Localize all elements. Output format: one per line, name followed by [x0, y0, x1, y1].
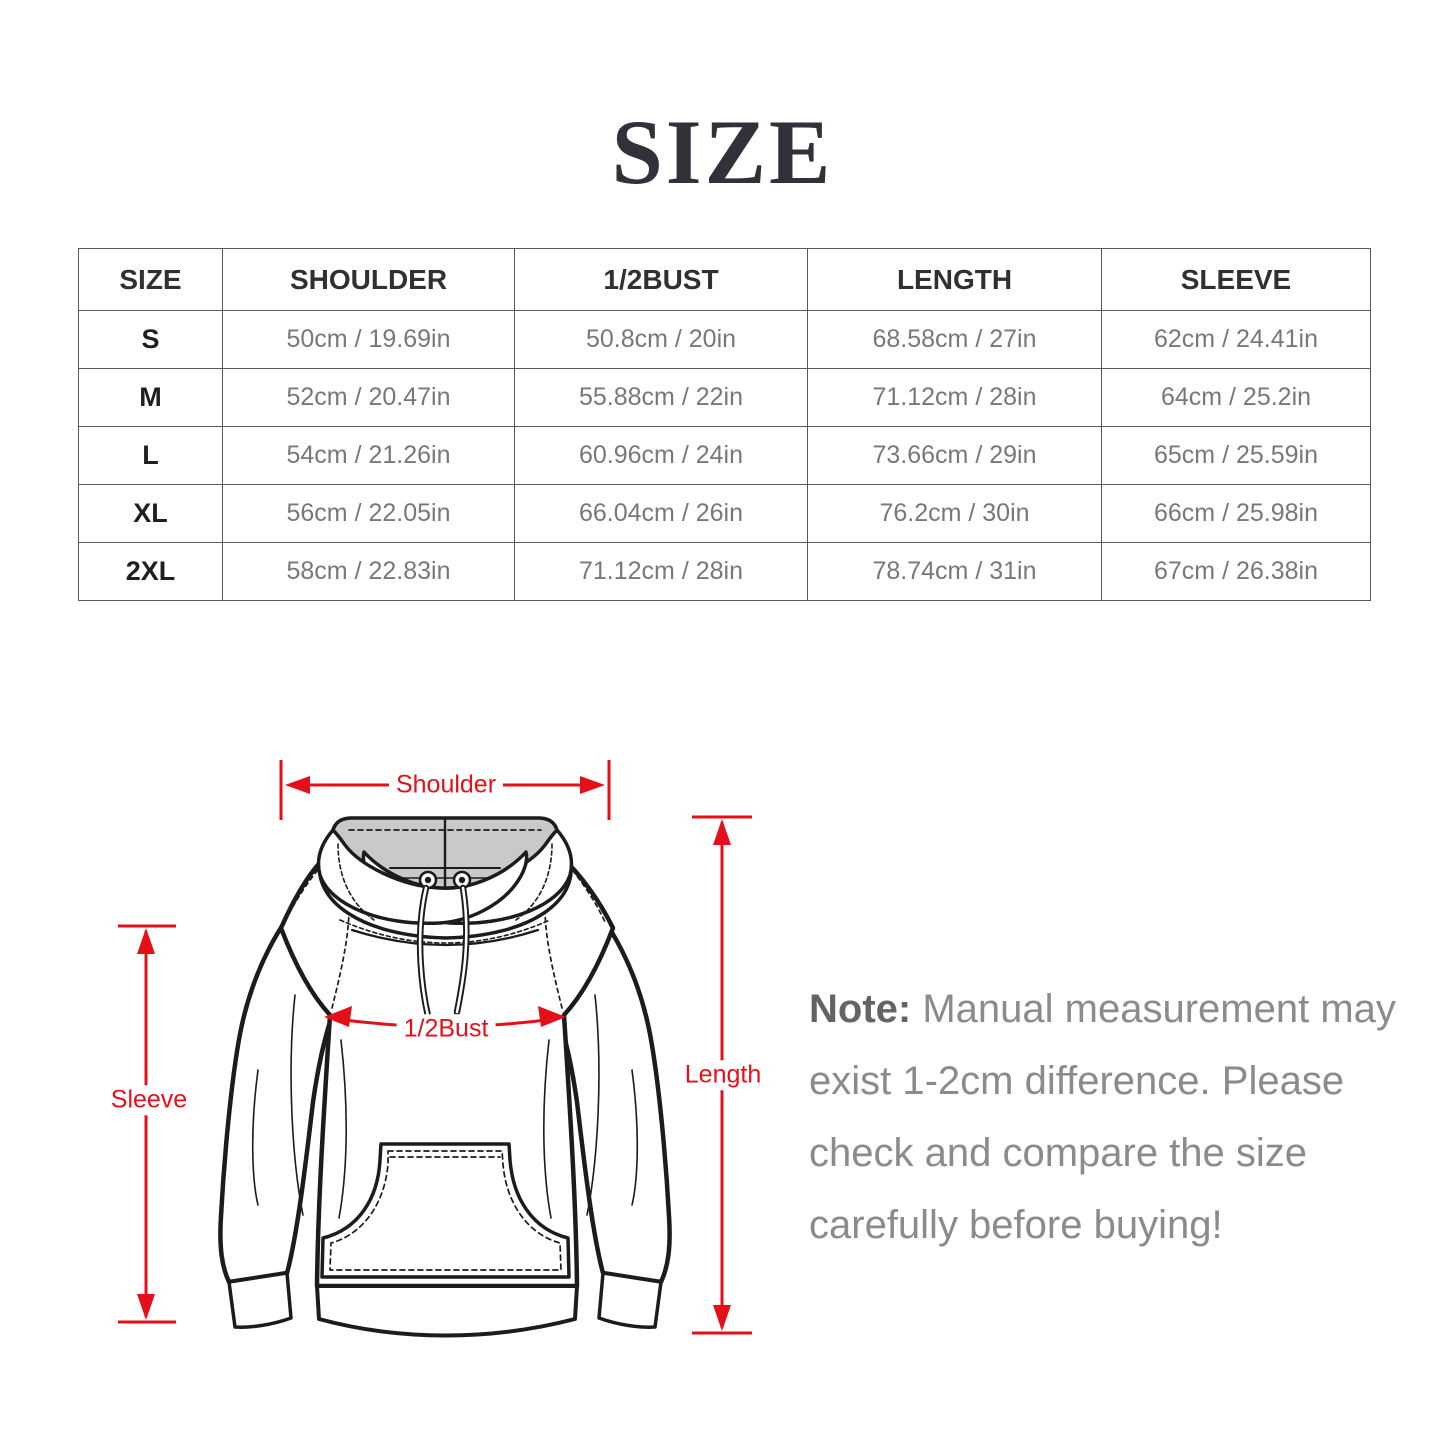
kangaroo-pocket: [320, 1142, 571, 1279]
table-row-s: S 50cm / 19.69in 50.8cm / 20in 68.58cm /…: [78, 310, 1371, 369]
table-cell: M: [78, 368, 223, 427]
table-cell: S: [78, 310, 223, 369]
size-table: SIZE SHOULDER 1/2BUST LENGTH SLEEVE S 50…: [78, 248, 1371, 601]
table-cell: 58cm / 22.83in: [222, 542, 515, 601]
sleeve-measure-label: Sleeve: [103, 1085, 195, 1115]
table-cell: 66cm / 25.98in: [1101, 484, 1371, 543]
hood-lining-seams: [348, 829, 542, 879]
pocket-stitching: [329, 1150, 562, 1271]
collar-bottom-edge: [350, 928, 540, 947]
table-cell: XL: [78, 484, 223, 543]
page-title: SIZE: [611, 101, 834, 203]
table-row-m: M 52cm / 20.47in 55.88cm / 22in 71.12cm …: [78, 368, 1371, 427]
table-cell: 65cm / 25.59in: [1101, 426, 1371, 485]
table-cell: L: [78, 426, 223, 485]
table-cell: 66.04cm / 26in: [514, 484, 808, 543]
shoulder-measure-label: Shoulder: [388, 770, 504, 800]
grommet-left: [418, 870, 438, 890]
table-cell: 56cm / 22.05in: [222, 484, 515, 543]
table-cell: 71.12cm / 28in: [807, 368, 1102, 427]
column-header-shoulder: SHOULDER: [222, 248, 515, 311]
cuff-right: [597, 1271, 663, 1329]
crease-lines: [251, 994, 639, 1219]
half-bust-measure-label: 1/2Bust: [396, 1014, 496, 1044]
table-row-l: L 54cm / 21.26in 60.96cm / 24in 73.66cm …: [78, 426, 1371, 485]
sleeve-arrow: [118, 924, 176, 1324]
hoodie-diagram-svg: [118, 760, 752, 1338]
cuff-left: [227, 1271, 293, 1329]
note-body: Manual measurement may exist 1-2cm diffe…: [809, 987, 1396, 1247]
table-cell: 71.12cm / 28in: [514, 542, 808, 601]
table-cell: 52cm / 20.47in: [222, 368, 515, 427]
measurement-diagram: Shoulder 1/2Bust Sleeve Length Note: Man…: [0, 740, 1445, 1445]
table-cell: 62cm / 24.41in: [1101, 310, 1371, 369]
table-cell: 60.96cm / 24in: [514, 426, 808, 485]
table-header-row: SIZE SHOULDER 1/2BUST LENGTH SLEEVE: [78, 248, 1371, 311]
note-text: Note: Manual measurement may exist 1-2cm…: [809, 973, 1445, 1261]
hem-band: [315, 1284, 579, 1338]
column-header-size: SIZE: [78, 248, 223, 311]
table-row-2xl: 2XL 58cm / 22.83in 71.12cm / 28in 78.74c…: [78, 542, 1371, 601]
grommet-right: [452, 870, 472, 890]
table-cell: 54cm / 21.26in: [222, 426, 515, 485]
table-cell: 64cm / 25.2in: [1101, 368, 1371, 427]
table-cell: 2XL: [78, 542, 223, 601]
drawstring-right: [453, 884, 470, 1016]
table-cell: 68.58cm / 27in: [807, 310, 1102, 369]
length-measure-label: Length: [677, 1060, 769, 1090]
cowl-left: [316, 828, 529, 926]
collar-stitching: [337, 843, 553, 944]
column-header-sleeve: SLEEVE: [1101, 248, 1371, 311]
column-header-half-bust: 1/2BUST: [514, 248, 808, 311]
table-cell: 50cm / 19.69in: [222, 310, 515, 369]
table-cell: 55.88cm / 22in: [514, 368, 808, 427]
column-header-length: LENGTH: [807, 248, 1102, 311]
table-cell: 76.2cm / 30in: [807, 484, 1102, 543]
note-label: Note:: [809, 987, 912, 1031]
table-row-xl: XL 56cm / 22.05in 66.04cm / 26in 76.2cm …: [78, 484, 1371, 543]
table-cell: 78.74cm / 31in: [807, 542, 1102, 601]
table-cell: 50.8cm / 20in: [514, 310, 808, 369]
table-cell: 73.66cm / 29in: [807, 426, 1102, 485]
hoodie-drawing: [218, 816, 672, 1338]
table-cell: 67cm / 26.38in: [1101, 542, 1371, 601]
